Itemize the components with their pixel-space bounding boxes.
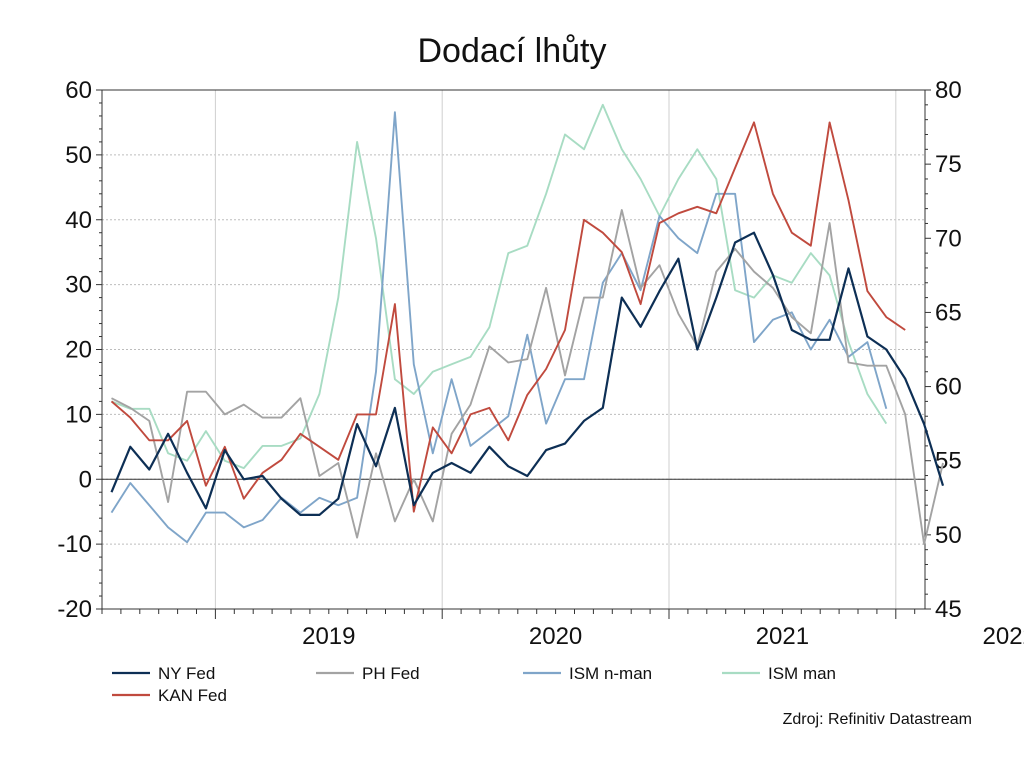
series-line-ny-fed (110, 231, 945, 517)
legend-label: KAN Fed (158, 686, 227, 705)
left-axis-tick-label: 40 (65, 207, 92, 234)
legend-label: ISM n-man (569, 664, 652, 683)
series-line-ph-fed (111, 209, 944, 546)
left-axis-tick-label: 30 (65, 272, 92, 299)
x-axis-tick-label: 2021 (756, 623, 809, 650)
series-line-kan-fed (110, 121, 906, 513)
x-axis-tick-label: 2022 (983, 623, 1024, 650)
legend-label: PH Fed (362, 664, 420, 683)
left-axis-tick-label: 10 (65, 401, 92, 428)
legend-label: ISM man (768, 664, 836, 683)
left-axis-tick-label: 60 (65, 77, 92, 104)
right-axis-tick-label: 65 (935, 299, 962, 326)
right-axis-tick-label: 75 (935, 151, 962, 178)
right-axis-tick-label: 70 (935, 225, 962, 252)
source-note: Zdroj: Refinitiv Datastream (782, 711, 972, 728)
left-axis-tick-label: 0 (79, 466, 92, 493)
series-line-ism-n-man (110, 111, 888, 544)
x-axis-tick-label: 2019 (302, 623, 355, 650)
right-axis-tick-label: 50 (935, 522, 962, 549)
legend-label: NY Fed (158, 664, 215, 683)
right-axis-tick-label: 45 (935, 596, 962, 623)
left-axis-tick-label: 50 (65, 142, 92, 169)
right-axis-tick-label: 55 (935, 448, 962, 475)
chart-title: Dodací lhůty (418, 32, 607, 70)
left-axis-tick-label: -20 (57, 596, 92, 623)
right-axis-tick-label: 60 (935, 374, 962, 401)
left-axis-tick-label: -10 (57, 531, 92, 558)
series-line-ism-man (111, 103, 888, 470)
left-axis-tick-label: 20 (65, 337, 92, 364)
plot-frame (101, 89, 926, 610)
x-axis-tick-label: 2020 (529, 623, 582, 650)
right-axis-tick-label: 80 (935, 77, 962, 104)
